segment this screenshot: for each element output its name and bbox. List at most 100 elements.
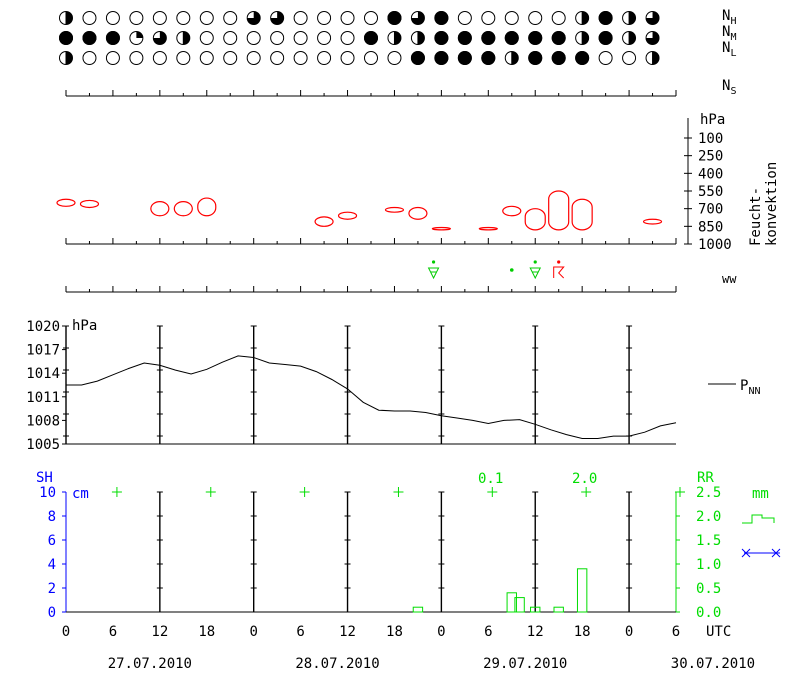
cloud-symbol-nh <box>551 11 566 25</box>
cloud-symbol-nm <box>176 31 191 45</box>
convection-cell <box>548 190 570 231</box>
pressure-tick-label: 1017 <box>26 343 60 359</box>
cloud-symbol-nh <box>293 11 308 25</box>
snow-unit: cm <box>72 486 89 502</box>
convection-tick-label: 1000 <box>698 237 732 253</box>
plus-mark <box>675 487 685 497</box>
cloud-symbol-nm <box>457 31 472 45</box>
pressure-tick-label: 1011 <box>26 390 60 406</box>
cloud-symbol-nl <box>575 51 590 65</box>
snow-legend-icon <box>741 548 781 558</box>
convection-cell <box>642 218 663 225</box>
cloud-symbol-nh <box>246 11 261 25</box>
cloud-symbol-nh <box>340 11 355 25</box>
cloud-symbol-nh <box>410 11 425 25</box>
convection-cell <box>571 198 593 231</box>
pressure-tick-label: 1014 <box>26 366 60 382</box>
time-tick-label: 12 <box>339 624 356 640</box>
cloud-symbol-nm <box>129 31 144 45</box>
date-labels: 27.07.2010 28.07.2010 29.07.2010 30.07.2010 <box>108 656 755 672</box>
plus-mark <box>393 487 404 497</box>
rain-bar <box>576 568 588 613</box>
time-tick-label: 6 <box>296 624 304 640</box>
date-label: 29.07.2010 <box>483 656 567 672</box>
convection-tick-label: 700 <box>698 202 723 218</box>
snow-label: SH <box>36 470 53 486</box>
time-tick-label: 0 <box>62 624 70 640</box>
cloud-symbol-nm <box>317 31 332 45</box>
convection-cells <box>56 190 663 231</box>
cloud-symbol-nh <box>82 11 97 25</box>
cloud-symbol-nl <box>434 51 449 65</box>
convection-cell <box>79 199 100 209</box>
convection-side-label-1: Feucht- <box>748 187 764 246</box>
plus-mark <box>299 487 310 497</box>
convection-unit: hPa <box>700 112 725 128</box>
cloud-symbol-nh <box>434 11 449 25</box>
convection-cell <box>502 205 522 217</box>
cloud-symbol-nh <box>199 11 214 25</box>
cloud-symbol-nm <box>645 31 660 45</box>
cloud-symbol-nl <box>152 51 167 65</box>
cloud-symbol-nl <box>317 51 332 65</box>
date-label: 27.07.2010 <box>108 656 192 672</box>
cloud-symbol-nm <box>364 31 378 45</box>
cloud-symbol-nl <box>129 51 144 65</box>
time-tick-labels: 0 6 12 18 0 6 12 18 0 6 12 18 0 6 <box>62 624 680 640</box>
cloud-symbol-nl <box>270 51 285 65</box>
pressure-tick-label: 1020 <box>26 319 60 335</box>
pressure-legend: PNN <box>740 378 760 397</box>
rain-bar <box>514 597 525 613</box>
axes <box>65 90 689 293</box>
cloud-symbol-nm <box>105 31 120 45</box>
ww-symbol-rain-shower <box>529 260 542 280</box>
cloud-symbol-nl <box>528 51 543 65</box>
snow-tick-label: 4 <box>48 557 56 573</box>
cloud-symbol-nm <box>598 31 613 45</box>
cloud-symbol-nm <box>82 31 97 45</box>
cloud-symbol-nh <box>152 11 167 25</box>
pressure-tick-label: 1005 <box>26 437 60 453</box>
pressure-tick-label: 1008 <box>26 413 60 429</box>
rain-bars <box>412 568 588 613</box>
convection-cell <box>431 226 451 231</box>
cloud-symbol-nm <box>223 31 238 45</box>
cloud-symbol-nm <box>293 31 308 45</box>
convection-tick-label: 850 <box>698 219 723 235</box>
cloud-symbol-nh <box>457 11 472 25</box>
cloud-symbol-nm <box>481 31 496 45</box>
convection-cell <box>150 201 170 217</box>
rain-annotation-1: 0.1 <box>478 471 503 487</box>
cloud-symbol-nh <box>504 11 519 25</box>
cloud-symbol-nl <box>598 51 613 65</box>
snow-tick-label: 10 <box>39 485 56 501</box>
rain-tick-label: 0.5 <box>696 581 721 597</box>
rain-legend-icon <box>742 514 775 524</box>
cloud-symbol-nm <box>622 31 637 45</box>
cloud-symbol-nm <box>434 31 449 45</box>
time-tick-label: 0 <box>249 624 257 640</box>
cloud-symbol-nm <box>575 31 590 45</box>
ww-symbol-rain-shower <box>427 260 440 280</box>
snow-tick-label: 2 <box>48 581 56 597</box>
pressure-line <box>66 355 677 439</box>
ww-label: ww <box>722 272 737 286</box>
cloud-symbol-nm <box>59 31 73 45</box>
rain-annotation-2: 2.0 <box>572 471 597 487</box>
convection-tick-label: 100 <box>698 131 723 147</box>
convection-cell <box>197 197 217 217</box>
cloud-symbol-nh <box>575 11 590 25</box>
rain-tick-label: 0.0 <box>696 605 721 621</box>
cloud-symbol-nh <box>129 11 144 25</box>
time-tick-label: 6 <box>109 624 117 640</box>
convection-cell <box>337 211 358 220</box>
cloud-symbol-nm <box>152 31 167 45</box>
cloud-symbol-nh <box>387 11 402 25</box>
cloud-symbol-nm <box>551 31 566 45</box>
cloud-cover-rows <box>59 11 660 65</box>
rain-tick-label: 1.5 <box>696 533 721 549</box>
pressure-tick-labels: 1005 1008 1011 1014 1017 1020 <box>26 319 676 453</box>
convection-tick-label: 400 <box>698 166 723 182</box>
cloud-symbol-nh <box>59 11 73 25</box>
time-tick-label: 6 <box>672 624 680 640</box>
